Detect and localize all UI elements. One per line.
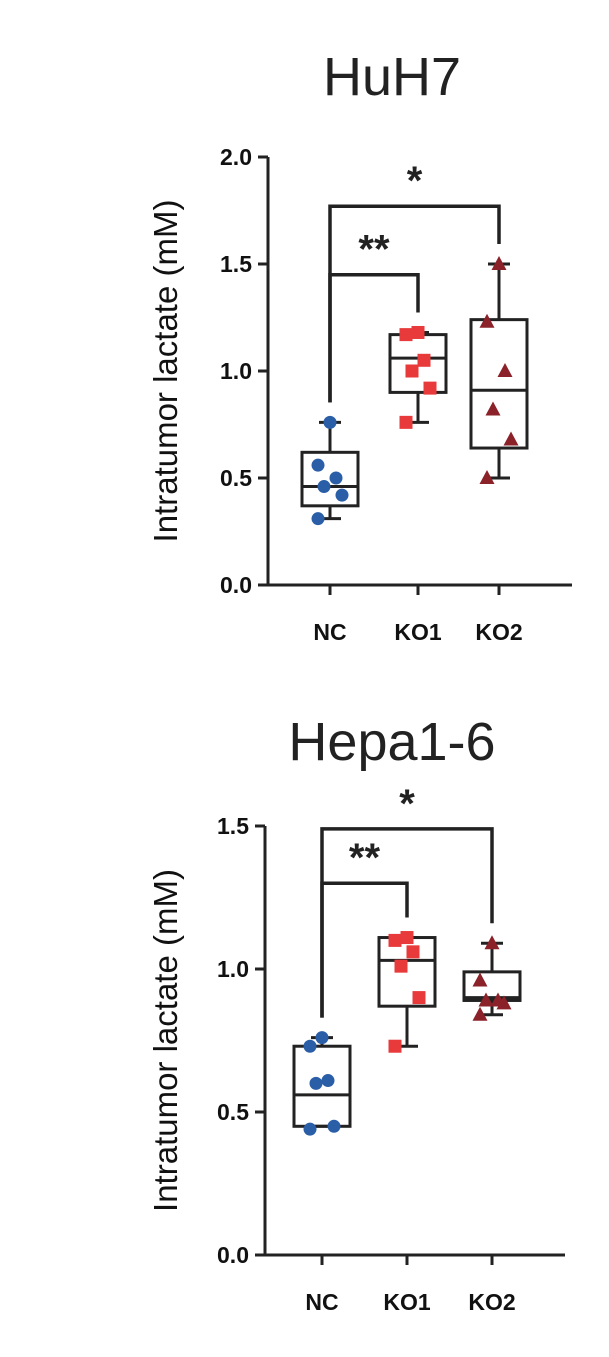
data-point [315, 1031, 329, 1045]
data-point [309, 1076, 323, 1090]
data-point [323, 415, 337, 429]
data-point [405, 364, 419, 378]
data-point [399, 328, 413, 342]
data-point [329, 471, 343, 485]
box-ko2 [462, 970, 522, 1002]
data-point [497, 363, 513, 377]
chart-title: Hepa1-6 [288, 712, 495, 772]
data-point [303, 1039, 317, 1053]
data-point [388, 1039, 402, 1053]
y-tick-label: 0.5 [220, 465, 252, 491]
significance-bracket [328, 204, 501, 403]
x-tick-label: NC [305, 1289, 338, 1315]
box-ko2 [469, 318, 529, 450]
significance-label: ** [349, 836, 381, 880]
data-point [479, 470, 495, 484]
data-point [412, 991, 426, 1005]
box-nc [292, 1044, 352, 1128]
data-point [303, 1122, 317, 1136]
data-point [317, 480, 331, 494]
significance-label: ** [358, 228, 390, 272]
data-point [311, 512, 325, 526]
data-point [417, 353, 431, 367]
data-point [400, 931, 414, 945]
x-tick-label: KO1 [394, 619, 442, 645]
x-tick-label: NC [313, 619, 346, 645]
x-tick-label: KO2 [468, 1289, 515, 1315]
box-nc [300, 450, 360, 508]
y-tick-label: 0.0 [220, 572, 252, 598]
data-point [311, 458, 325, 472]
data-point [485, 401, 501, 416]
data-point [472, 972, 488, 987]
data-point [491, 256, 507, 270]
chart-title: HuH7 [323, 47, 461, 107]
data-point [490, 992, 506, 1007]
data-point [406, 945, 420, 959]
data-point [399, 415, 413, 429]
data-point [478, 992, 494, 1007]
data-point [472, 1006, 488, 1021]
data-point [321, 1074, 335, 1088]
data-point [411, 325, 425, 339]
significance-bracket [320, 827, 494, 1018]
y-tick-label: 0.5 [217, 1099, 249, 1125]
data-point [394, 959, 408, 973]
y-tick-label: 1.5 [217, 813, 249, 839]
y-tick-label: 2.0 [220, 144, 252, 170]
data-point [335, 488, 349, 502]
y-axis-label: Intratumor lactate (mM) [147, 200, 184, 543]
y-tick-label: 1.5 [220, 251, 252, 277]
x-tick-label: KO1 [383, 1289, 431, 1315]
significance-label: * [399, 782, 415, 826]
data-point [503, 431, 519, 446]
significance-label: * [407, 159, 423, 203]
x-tick-label: KO2 [475, 619, 522, 645]
hepa1-6-panel: Hepa1-6 Intratumor lactate (mM) 0.0 0.5 1.0 1… [147, 712, 565, 1315]
data-point [479, 313, 495, 328]
data-point [388, 933, 402, 947]
data-point [423, 381, 437, 395]
y-axis-label: Intratumor lactate (mM) [147, 869, 184, 1212]
huh7-panel: HuH7 Intratumor lactate (mM) 0.0 0.5 1.0 1.5 2… [147, 47, 572, 645]
y-tick-label: 0.0 [217, 1242, 249, 1268]
y-tick-label: 1.0 [220, 358, 252, 384]
data-point [327, 1119, 341, 1133]
data-point [484, 935, 500, 950]
significance-bracket [320, 881, 409, 1018]
y-tick-label: 1.0 [217, 956, 249, 982]
